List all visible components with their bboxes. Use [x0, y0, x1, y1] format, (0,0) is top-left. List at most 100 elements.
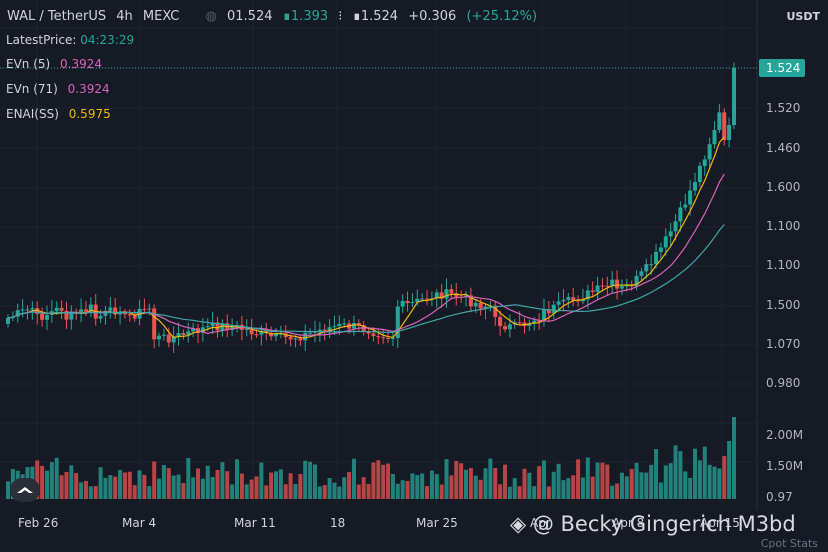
- volume-bar: [459, 463, 464, 499]
- volume-bar: [157, 478, 162, 499]
- volume-bar: [639, 472, 644, 499]
- candle-body: [517, 322, 522, 324]
- candle-body: [556, 301, 561, 305]
- volume-bar: [351, 458, 356, 499]
- candle-body: [610, 279, 615, 286]
- candle-body: [366, 331, 371, 334]
- volume-bar: [712, 466, 717, 499]
- volume-bar: [429, 470, 434, 499]
- high-value: ∎1.393: [282, 9, 329, 24]
- candle-body: [420, 298, 425, 300]
- candle-body: [342, 323, 347, 325]
- volume-bar: [590, 476, 595, 499]
- volume-bar: [546, 486, 551, 499]
- volume-bar: [40, 465, 45, 499]
- candle-body: [522, 322, 527, 327]
- candle-body: [415, 298, 420, 303]
- volume-bar: [35, 460, 40, 499]
- volume-bar: [532, 486, 537, 499]
- candle-body: [507, 324, 512, 330]
- candle-body: [541, 309, 546, 322]
- candle-body: [410, 302, 415, 304]
- candle-body: [546, 309, 551, 314]
- exchange: MEXC: [142, 9, 180, 24]
- volume-bar: [269, 472, 274, 499]
- volume-bar: [308, 461, 313, 499]
- candle-body: [688, 190, 693, 205]
- symbol-header[interactable]: WAL / TetherUS 4h MEXC ◍ 01.524 ∎1.393 ⁝…: [7, 9, 537, 24]
- candle-body: [493, 305, 498, 317]
- volume-bar: [390, 474, 395, 499]
- candle-body: [20, 309, 25, 311]
- legend-value: 0.3924: [67, 82, 110, 96]
- volume-bar: [317, 486, 322, 499]
- volume-bar: [6, 481, 10, 499]
- candle-body: [727, 125, 732, 140]
- candle-body: [54, 307, 59, 312]
- volume-bar: [488, 458, 493, 499]
- change-value: +0.306: [408, 9, 457, 24]
- candle-body: [473, 302, 478, 307]
- volume-bar: [478, 479, 483, 499]
- candle-body: [44, 314, 49, 320]
- volume-bar: [395, 483, 400, 499]
- volume-bar: [629, 468, 634, 499]
- volume-bar: [235, 459, 240, 499]
- candle-body: [293, 338, 298, 340]
- candle-body: [166, 334, 171, 343]
- volume-bar: [702, 446, 707, 499]
- volume-bar: [347, 472, 352, 499]
- price-axis-label: 1.460: [766, 141, 800, 155]
- legend-ma2[interactable]: EVn (71) 0.3924: [6, 82, 110, 96]
- candle-body: [712, 130, 717, 145]
- volume-bar: [181, 482, 186, 499]
- volume-axis-label: 2.00M: [766, 428, 803, 442]
- candle-body: [186, 331, 191, 335]
- volume-bar: [376, 460, 381, 499]
- volume-bar: [707, 464, 712, 499]
- candle-body: [693, 181, 698, 191]
- candle-body: [634, 275, 639, 287]
- volume-bar: [420, 473, 425, 499]
- volume-bar: [147, 486, 152, 499]
- volume-bar: [717, 468, 722, 499]
- volume-bar: [332, 482, 337, 499]
- candle-body: [88, 304, 93, 312]
- interval[interactable]: 4h: [116, 9, 133, 24]
- candle-body: [161, 334, 166, 336]
- volume-bar: [498, 484, 503, 499]
- candle-body: [527, 323, 532, 327]
- candle-body: [15, 310, 20, 317]
- candle-body: [654, 251, 659, 265]
- volume-bar: [727, 441, 732, 499]
- price-axis-label: 1.100: [766, 258, 800, 272]
- candle-body: [600, 285, 605, 287]
- legend-ma3[interactable]: ENAI(SS) 0.5975: [6, 107, 111, 121]
- brand-logo-icon[interactable]: [10, 478, 40, 502]
- volume-bar: [644, 472, 649, 499]
- axis-unit[interactable]: USDT: [786, 10, 821, 23]
- legend-ma1[interactable]: EVn (5) 0.3924: [6, 57, 102, 71]
- volume-bar: [600, 462, 605, 499]
- candle-body: [483, 306, 488, 309]
- candle-body: [478, 302, 483, 309]
- candle-body: [59, 307, 64, 311]
- candle-body: [64, 310, 69, 320]
- candle-body: [356, 322, 361, 326]
- candle-body: [707, 144, 712, 160]
- candle-body: [269, 333, 274, 337]
- candle-body: [639, 271, 644, 276]
- status-dot-icon: ◍: [205, 9, 217, 24]
- volume-axis-label: 0.97: [766, 490, 793, 504]
- price-axis-label: 1.600: [766, 180, 800, 194]
- price-axis-label: 0.980: [766, 376, 800, 390]
- candle-body: [303, 332, 308, 341]
- candle-body: [351, 322, 356, 329]
- watermark: ◈ @ Becky Gingerich M3bd: [510, 512, 796, 536]
- legend-label: LatestPrice:: [6, 33, 77, 47]
- low-value: ∎1.524: [352, 9, 399, 24]
- candle-body: [6, 317, 10, 324]
- volume-bar: [595, 462, 600, 499]
- volume-bar: [83, 480, 88, 499]
